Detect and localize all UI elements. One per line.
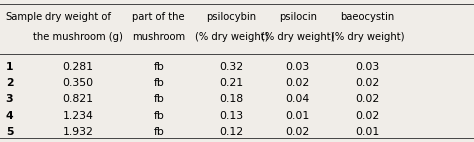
Text: (% dry weight): (% dry weight): [261, 32, 335, 42]
Text: 0.04: 0.04: [285, 94, 310, 104]
Text: 4: 4: [6, 111, 13, 121]
Text: 0.01: 0.01: [285, 111, 310, 121]
Text: fb: fb: [154, 111, 164, 121]
Text: (% dry weight): (% dry weight): [330, 32, 404, 42]
Text: 0.02: 0.02: [285, 78, 310, 88]
Text: part of the: part of the: [132, 12, 185, 22]
Text: 2: 2: [6, 78, 13, 88]
Text: 0.281: 0.281: [63, 62, 94, 72]
Text: 3: 3: [6, 94, 13, 104]
Text: 0.02: 0.02: [355, 111, 380, 121]
Text: 0.02: 0.02: [285, 127, 310, 137]
Text: 1.234: 1.234: [63, 111, 94, 121]
Text: psilocybin: psilocybin: [206, 12, 256, 22]
Text: fb: fb: [154, 94, 164, 104]
Text: 1: 1: [6, 62, 13, 72]
Text: 0.03: 0.03: [355, 62, 380, 72]
Text: the mushroom (g): the mushroom (g): [33, 32, 123, 42]
Text: 0.13: 0.13: [219, 111, 243, 121]
Text: 0.12: 0.12: [219, 127, 243, 137]
Text: dry weight of: dry weight of: [45, 12, 111, 22]
Text: psilocin: psilocin: [279, 12, 317, 22]
Text: 0.03: 0.03: [285, 62, 310, 72]
Text: 0.02: 0.02: [355, 94, 380, 104]
Text: mushroom: mushroom: [132, 32, 185, 42]
Text: 0.02: 0.02: [355, 78, 380, 88]
Text: 0.21: 0.21: [219, 78, 243, 88]
Text: 0.32: 0.32: [219, 62, 243, 72]
Text: Sample: Sample: [6, 12, 43, 22]
Text: 1.932: 1.932: [63, 127, 94, 137]
Text: fb: fb: [154, 78, 164, 88]
Text: 0.18: 0.18: [219, 94, 243, 104]
Text: (% dry weight): (% dry weight): [194, 32, 268, 42]
Text: 5: 5: [6, 127, 13, 137]
Text: fb: fb: [154, 62, 164, 72]
Text: baeocystin: baeocystin: [340, 12, 394, 22]
Text: 0.01: 0.01: [355, 127, 380, 137]
Text: 0.350: 0.350: [63, 78, 94, 88]
Text: fb: fb: [154, 127, 164, 137]
Text: 0.821: 0.821: [63, 94, 94, 104]
